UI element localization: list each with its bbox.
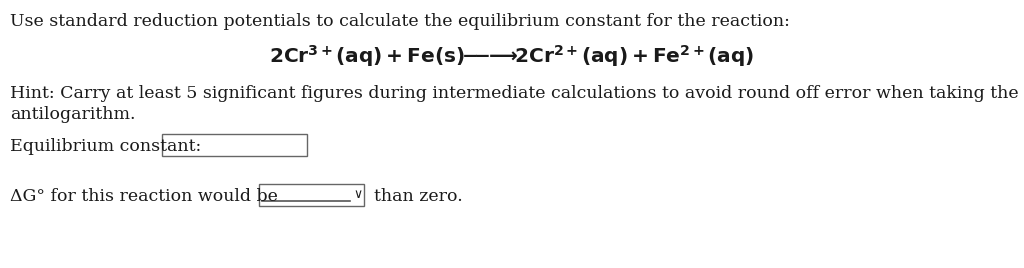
Text: Hint: Carry at least 5 significant figures during intermediate calculations to a: Hint: Carry at least 5 significant figur…: [10, 85, 1019, 102]
Text: antilogarithm.: antilogarithm.: [10, 106, 135, 123]
Bar: [259, 184, 364, 206]
Text: than zero.: than zero.: [374, 188, 463, 205]
Text: Use standard reduction potentials to calculate the equilibrium constant for the : Use standard reduction potentials to cal…: [10, 13, 790, 30]
Text: ∨: ∨: [353, 188, 362, 202]
Text: ΔG° for this reaction would be: ΔG° for this reaction would be: [10, 188, 278, 205]
Text: $\mathbf{2Cr^{3+}(aq) + Fe(s) \!\!-\!\!\!\!-\!\!\!\longrightarrow\!\! 2Cr^{2+}(a: $\mathbf{2Cr^{3+}(aq) + Fe(s) \!\!-\!\!\…: [269, 43, 755, 69]
Text: Equilibrium constant:: Equilibrium constant:: [10, 138, 202, 155]
Bar: [162, 134, 307, 156]
